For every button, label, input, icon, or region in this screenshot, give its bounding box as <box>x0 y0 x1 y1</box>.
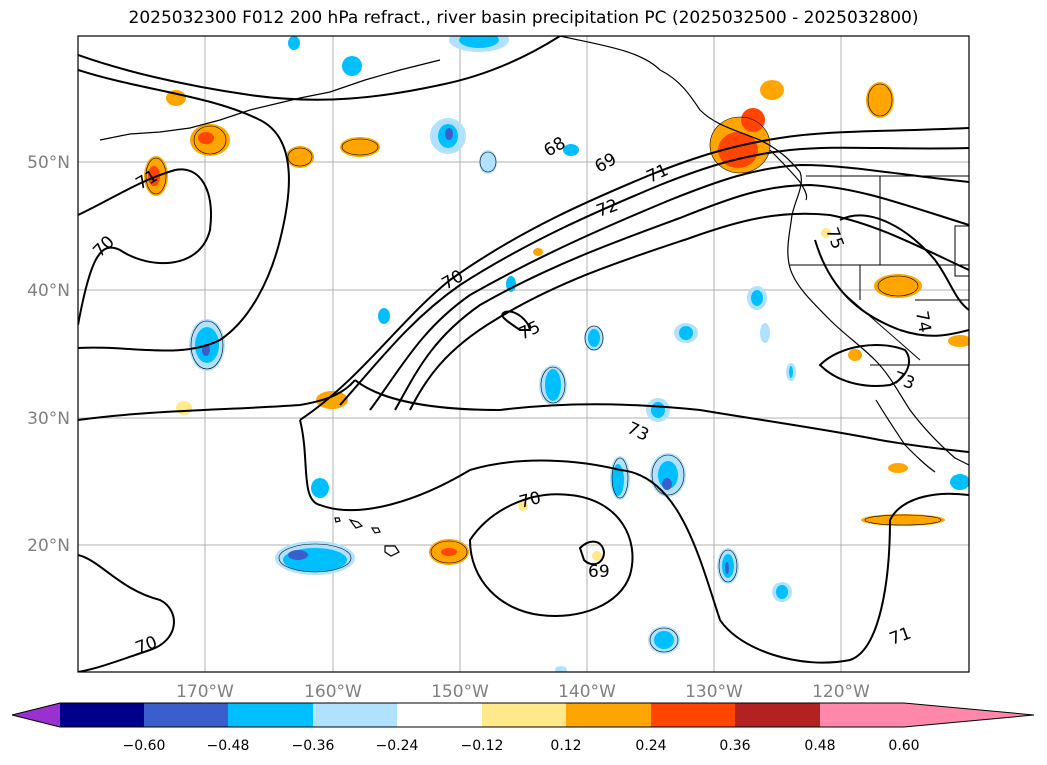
precip-fill-blobs <box>144 36 969 672</box>
refractivity-contours <box>78 36 969 672</box>
figure-title: 2025032300 F012 200 hPa refract., river … <box>128 8 919 28</box>
lon-tick-label: 130°W <box>685 682 743 702</box>
colorbar-segment <box>313 703 397 727</box>
colorbar-segment <box>566 703 651 727</box>
colorbar-tick-label: 0.36 <box>719 738 750 754</box>
colorbar-segment <box>228 703 313 727</box>
lon-tick-label: 120°W <box>812 682 870 702</box>
colorbar-segment <box>735 703 820 727</box>
colorbar-tick-label: 0.12 <box>550 738 581 754</box>
colorbar-extend-high <box>904 703 1034 727</box>
latitude-ticks: 50°N 40°N 30°N 20°N <box>27 153 70 556</box>
colorbar: −0.60 −0.48 −0.36 −0.24 −0.12 0.12 0.24 … <box>11 702 1035 754</box>
lon-tick-label: 150°W <box>431 682 489 702</box>
colorbar-segment <box>482 703 566 727</box>
colorbar-segment <box>397 703 482 727</box>
colorbar-segment <box>60 703 144 727</box>
lat-tick-label: 30°N <box>27 409 70 429</box>
lon-tick-label: 160°W <box>304 682 362 702</box>
colorbar-tick-label: 0.24 <box>635 738 666 754</box>
lat-tick-label: 50°N <box>27 153 70 173</box>
colorbar-extend-low <box>12 703 60 727</box>
lat-tick-label: 20°N <box>27 536 70 556</box>
colorbar-tick-label: −0.48 <box>207 738 250 754</box>
colorbar-tick-label: −0.24 <box>376 738 419 754</box>
colorbar-tick-label: 0.60 <box>888 738 919 754</box>
pc-outline-contours <box>145 83 942 653</box>
colorbar-segment <box>820 703 904 727</box>
negative-anomaly-blobs <box>189 36 969 672</box>
contour-label: 74 <box>911 309 934 334</box>
colorbar-tick-label: 0.48 <box>804 738 835 754</box>
colorbar-ticks: −0.60 −0.48 −0.36 −0.24 −0.12 0.12 0.24 … <box>123 738 920 754</box>
map-frame <box>77 35 970 673</box>
lon-tick-label: 170°W <box>176 682 234 702</box>
colorbar-tick-label: −0.12 <box>461 738 504 754</box>
lat-tick-label: 40°N <box>27 281 70 301</box>
colorbar-segment <box>144 703 228 727</box>
colorbar-segment <box>651 703 735 727</box>
lon-tick-label: 140°W <box>558 682 616 702</box>
colorbar-tick-label: −0.36 <box>292 738 335 754</box>
colorbar-tick-label: −0.60 <box>123 738 166 754</box>
contour-label: 69 <box>588 562 610 582</box>
longitude-ticks: 170°W 160°W 150°W 140°W 130°W 120°W <box>176 682 870 702</box>
